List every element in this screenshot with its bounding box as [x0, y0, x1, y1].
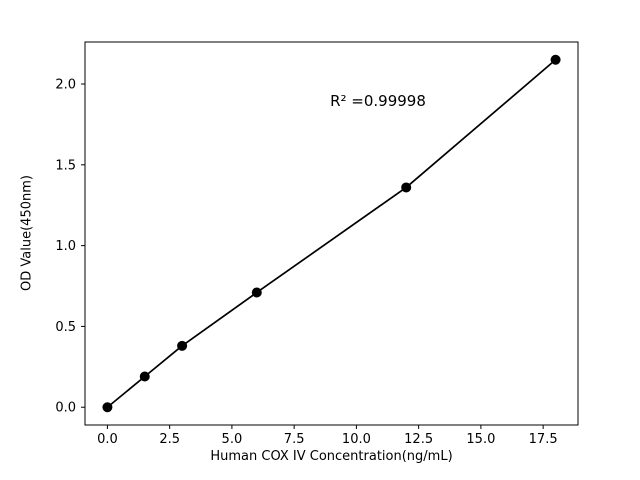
x-axis-tick-label: 5.0	[222, 432, 243, 447]
data-point	[251, 287, 262, 298]
x-axis-tick-label: 0.0	[97, 432, 118, 447]
y-axis-tick-label: 1.5	[55, 158, 76, 173]
data-point	[401, 182, 412, 193]
x-axis-tick-label: 10.0	[342, 432, 371, 447]
y-axis-tick-label: 1.0	[55, 239, 76, 254]
data-point	[177, 340, 188, 351]
y-axis-tick-label: 0.5	[55, 320, 76, 335]
x-axis-tick-label: 17.5	[529, 432, 558, 447]
data-point	[102, 402, 113, 413]
data-point	[139, 371, 150, 382]
data-point	[550, 54, 561, 65]
x-axis-tick-label: 2.5	[159, 432, 180, 447]
x-axis-label: Human COX IV Concentration(ng/mL)	[210, 449, 453, 464]
x-axis-tick-label: 7.5	[284, 432, 305, 447]
fit-line	[106, 59, 557, 408]
y-axis-label: OD Value(450nm)	[19, 175, 35, 291]
y-axis-tick-label: 2.0	[55, 78, 76, 93]
r-squared-annotation: R² =0.99998	[330, 92, 426, 110]
x-axis-tick-label: 12.5	[404, 432, 433, 447]
y-axis-tick-label: 0.0	[55, 401, 76, 416]
plot-frame	[84, 41, 579, 426]
x-axis-tick-label: 15.0	[466, 432, 495, 447]
